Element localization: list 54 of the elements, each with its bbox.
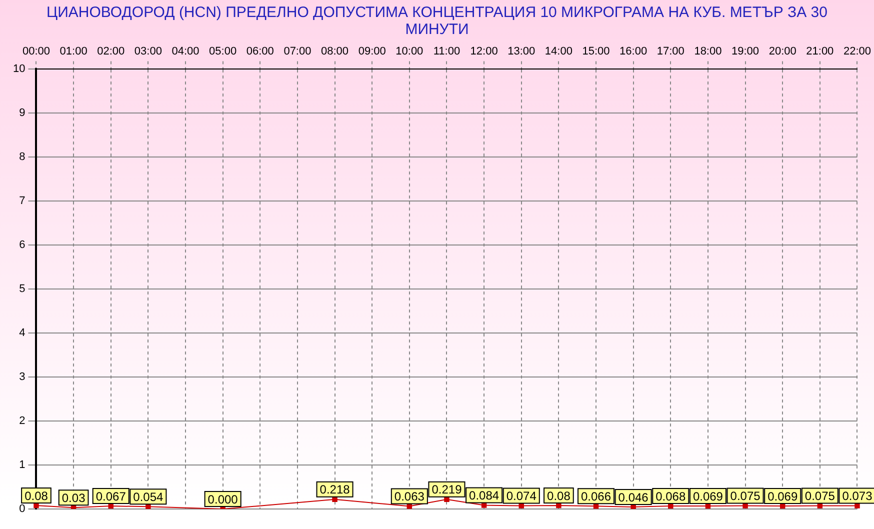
x-tick-label: 00:00: [22, 46, 50, 58]
x-tick-label: 13:00: [508, 46, 536, 58]
x-tick-label: 20:00: [768, 46, 796, 58]
data-label: 0.046: [618, 490, 649, 504]
y-tick-label: 7: [19, 195, 26, 208]
x-tick-label: 06:00: [246, 46, 274, 58]
x-tick-label: 15:00: [582, 46, 610, 58]
chart-title: ЦИАНОВОДОРОД (HCN) ПРЕДЕЛНО ДОПУСТИМА КОНЦЕНТРАЦИЯ 10 МИКРОГРАМА НА КУБ. МЕТЪР ЗА 30 МИНУТИ: [46, 4, 828, 40]
x-tick-label: 07:00: [284, 46, 312, 58]
data-label: 0.066: [580, 489, 612, 504]
data-label: 0.067: [96, 489, 126, 504]
data-label: 0.219: [432, 482, 462, 497]
x-tick-label: 03:00: [134, 46, 162, 58]
x-tick-label: 11:00: [433, 46, 460, 58]
data-label: 0.069: [692, 489, 724, 504]
data-label: 0.073: [842, 489, 873, 504]
y-tick-label: 2: [19, 415, 26, 428]
y-tick-label: 6: [19, 239, 26, 252]
data-label: 0.08: [24, 488, 48, 503]
data-label: 0.074: [506, 489, 537, 504]
x-tick-label: 02:00: [97, 46, 125, 58]
data-label: 0.063: [394, 490, 425, 504]
y-tick-label: 10: [12, 63, 26, 76]
data-label: 0.084: [469, 488, 500, 503]
data-label: 0.068: [656, 489, 686, 504]
x-tick-label: 08:00: [321, 46, 349, 58]
x-tick-label: 10:00: [396, 46, 424, 58]
x-tick-label: 04:00: [172, 46, 200, 58]
data-label: 0.08: [547, 488, 571, 503]
y-tick-label: 5: [19, 283, 26, 296]
data-label: 0.218: [320, 482, 350, 497]
y-tick-label: 1: [19, 459, 26, 472]
data-label: 0.075: [804, 489, 836, 504]
x-tick-label: 09:00: [358, 46, 386, 58]
data-label: 0.075: [730, 489, 761, 504]
data-label: 0.03: [62, 490, 86, 505]
x-tick-label: 22:00: [843, 46, 871, 58]
data-label: 0.000: [208, 492, 238, 506]
x-tick-label: 01:00: [60, 46, 88, 58]
data-label: 0.054: [133, 490, 164, 504]
x-tick-label: 16:00: [620, 46, 648, 58]
y-tick-label: 4: [19, 327, 26, 340]
x-tick-label: 12:00: [470, 46, 498, 58]
x-tick-label: 18:00: [694, 46, 722, 58]
y-tick-label: 9: [19, 107, 26, 120]
x-tick-label: 14:00: [544, 46, 572, 58]
y-tick-label: 0: [19, 503, 26, 516]
x-tick-label: 17:00: [656, 46, 684, 58]
y-tick-label: 3: [19, 371, 26, 384]
y-tick-label: 8: [19, 151, 26, 164]
data-label: 0.069: [768, 489, 798, 504]
x-tick-label: 05:00: [209, 46, 237, 58]
x-tick-label: 21:00: [806, 46, 834, 58]
x-tick-label: 19:00: [732, 46, 760, 58]
